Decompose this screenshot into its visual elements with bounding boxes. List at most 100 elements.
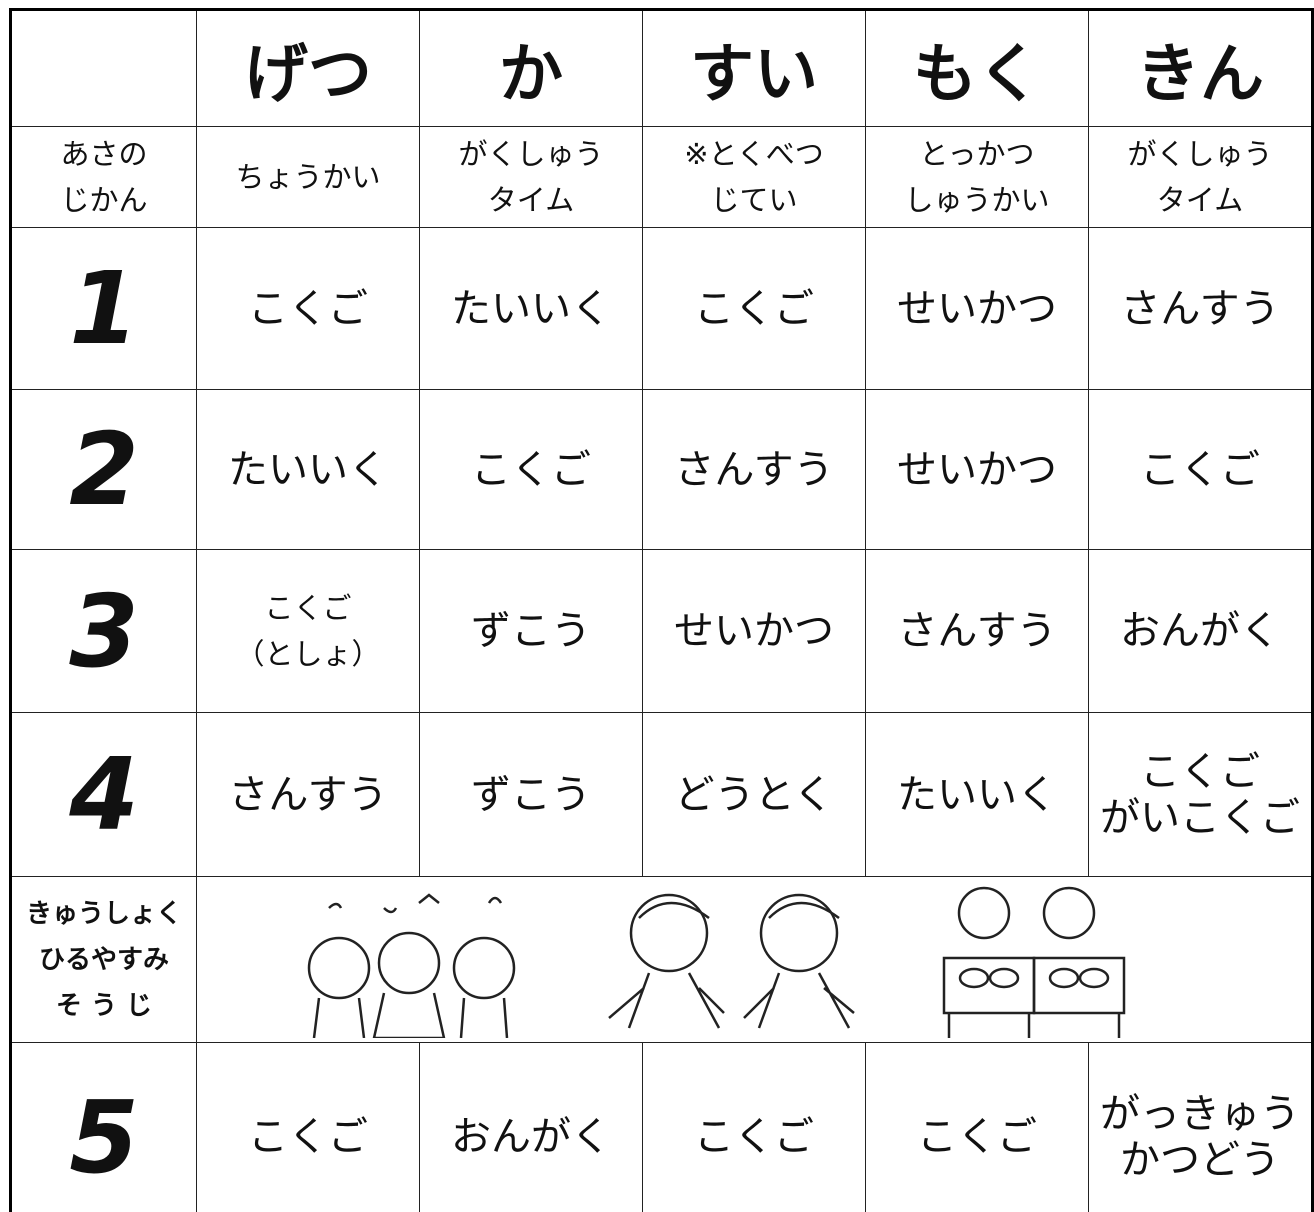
exercising-children	[608, 893, 855, 1029]
cell-text: こくご	[917, 1114, 1037, 1160]
corner-cell	[10, 9, 197, 127]
cell: がくしゅう タイム	[419, 126, 643, 228]
cell: ずこう	[419, 712, 643, 877]
cell-text: すい	[690, 37, 818, 112]
cell-text: きん	[1136, 37, 1264, 112]
cell: おんがく	[1088, 549, 1313, 713]
cell-text: きゅうしょく	[25, 898, 182, 929]
cell-text: しゅうかい	[904, 183, 1050, 217]
cell: こくご	[419, 389, 643, 550]
cell: とっかつ しゅうかい	[865, 126, 1089, 228]
cell-text: こくご	[248, 1114, 368, 1160]
cell: こくご	[642, 227, 866, 390]
table-row: 1 こくご たいいく こくご せいかつ さんすう	[10, 227, 1313, 390]
cell-text: もく	[913, 37, 1041, 112]
day-header: げつ	[196, 9, 420, 127]
cell-text: たいいく	[897, 771, 1057, 818]
cell-text: さんすう	[1120, 285, 1280, 332]
cell-text: こくご	[694, 285, 814, 332]
table-row: 2 たいいく こくご さんすう せいかつ こくご	[10, 389, 1313, 550]
cell-text: 3	[69, 572, 139, 690]
cell-text: あさの	[60, 137, 148, 171]
timetable: げつかすい もく きん あさの じかん ちょうかい がくしゅう タイム ※とくべつ じてい とっかつ…	[9, 8, 1314, 1212]
cell-text: こくご	[1140, 446, 1260, 493]
table-row: 5 こくご おんがく こくご こくご がっきゅう かつどう	[10, 1042, 1313, 1212]
cell: ※とくべつじてい	[642, 126, 866, 228]
cell-text: たいいく	[451, 285, 611, 332]
cell: こくご がいこくご	[1088, 712, 1313, 877]
cell-text: がいこくご	[1100, 794, 1300, 841]
cell: こくご	[1088, 389, 1313, 550]
cell-text: 1	[69, 250, 139, 367]
cell-text: とっかつ	[919, 137, 1035, 171]
period-number: 1	[10, 227, 197, 390]
cell: どうとく	[642, 712, 866, 877]
row-label: あさの じかん	[10, 126, 197, 228]
cell-text: さんすう	[228, 771, 388, 818]
cell: せいかつ	[865, 227, 1089, 390]
cell-text: タイム	[487, 183, 575, 217]
cell-text: か	[499, 37, 563, 112]
day-header: か	[419, 9, 643, 127]
cell: たいいく	[196, 389, 420, 550]
period-number: 4	[10, 712, 197, 877]
cell: がくしゅう タイム	[1088, 126, 1313, 228]
cell-text: 4	[69, 736, 139, 853]
table-row: 4 さんすう ずこう どうとく たいいく こくご がいこくご	[10, 712, 1313, 877]
cell: たいいく	[865, 712, 1089, 877]
cell-text: たいいく	[228, 446, 388, 493]
day-header: すい	[642, 9, 866, 127]
table-row: きゅうしょく ひるやすみそ う じ	[10, 876, 1313, 1043]
cell-text: げつ	[244, 37, 372, 112]
cell-text: ※とくべつ	[684, 137, 824, 171]
cell-text: じかん	[60, 183, 148, 217]
cell: ちょうかい	[196, 126, 420, 228]
cell-text: タイム	[1156, 183, 1244, 217]
cell: こくご	[865, 1042, 1089, 1212]
cell-text: 5	[69, 1078, 139, 1196]
cell-text: こくご	[1140, 748, 1260, 795]
cell-text: がくしゅう	[458, 137, 604, 171]
cell-text: せいかつ	[674, 608, 834, 654]
illustration-cell	[196, 876, 1313, 1043]
day-header: きん	[1088, 9, 1313, 127]
cell: ずこう	[419, 549, 643, 713]
cell-text: こくご	[471, 446, 591, 493]
period-number: 2	[10, 389, 197, 550]
singing-children	[307, 892, 516, 1039]
lunch-label: きゅうしょく ひるやすみそ う じ	[10, 876, 197, 1043]
day-header: もく	[865, 9, 1089, 127]
period-number: 5	[10, 1042, 197, 1212]
cell-text: こくご	[248, 285, 368, 332]
children-eating	[942, 886, 1126, 1038]
cell-text: ちょうかい	[235, 160, 381, 194]
cell: がっきゅう かつどう	[1088, 1042, 1313, 1212]
table-row: 3 こくご （としょ） ずこう せいかつ さんすう おんがく	[10, 549, 1313, 713]
illustration	[307, 886, 1126, 1039]
cell-text: ずこう	[471, 608, 591, 654]
cell: こくご	[196, 227, 420, 390]
cell-text: （としょ）	[235, 637, 381, 671]
cell-text: こくご	[694, 1114, 814, 1160]
cell-text: そ う じ	[55, 990, 153, 1021]
cell-text: こくご	[264, 591, 352, 625]
cell: さんすう	[865, 549, 1089, 713]
cell: さんすう	[1088, 227, 1313, 390]
cell-text: どうとく	[674, 771, 834, 818]
cell-text: おんがく	[451, 1114, 611, 1160]
cell-text: 2	[69, 411, 139, 528]
cell-text: さんすう	[674, 446, 834, 493]
cell-text: せいかつ	[897, 285, 1057, 332]
cell-text: がくしゅう	[1127, 137, 1273, 171]
cell: こくご （としょ）	[196, 549, 420, 713]
cell-text: かつどう	[1120, 1137, 1280, 1183]
period-number: 3	[10, 549, 197, 713]
cell-text: じてい	[710, 183, 798, 217]
cell: こくご	[196, 1042, 420, 1212]
cell: せいかつ	[865, 389, 1089, 550]
cell-text: ひるやすみ	[38, 944, 169, 975]
cell-text: ずこう	[471, 771, 591, 818]
cell: おんがく	[419, 1042, 643, 1212]
cell-text: がっきゅう	[1100, 1091, 1300, 1137]
